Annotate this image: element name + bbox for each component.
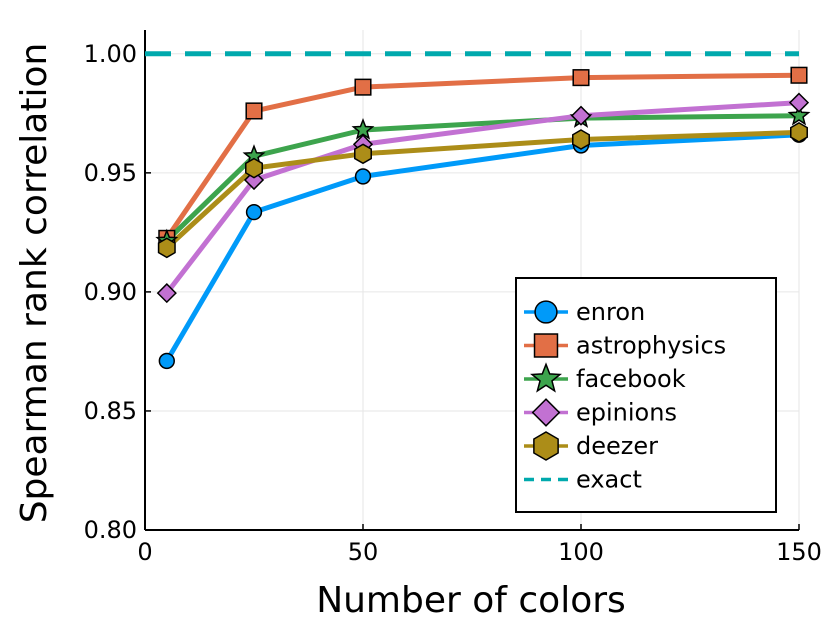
data-point-astrophysics <box>572 69 590 87</box>
series-markers <box>155 66 811 370</box>
y-tick-label: 1.00 <box>84 40 137 68</box>
x-tick-label: 100 <box>558 538 604 566</box>
data-point-enron <box>158 352 175 370</box>
data-point-astrophysics <box>354 78 372 96</box>
data-point-deezer <box>790 122 808 143</box>
data-point-deezer <box>354 143 372 165</box>
series-line-epinions <box>164 100 802 296</box>
y-tick-label: 0.95 <box>84 159 137 187</box>
legend-label-enron: enron <box>576 298 645 326</box>
y-tick-label: 0.80 <box>84 516 137 544</box>
x-axis-title: Number of colors <box>316 580 626 621</box>
legend-label-epinions: epinions <box>576 399 677 427</box>
legend-marker-deezer <box>533 431 559 461</box>
data-point-facebook <box>787 103 811 126</box>
legend: enron astrophysics facebook epinions deezer e… <box>515 277 777 513</box>
data-point-epinions <box>156 283 177 304</box>
series-line-deezer <box>164 129 802 251</box>
y-tick-label: 0.85 <box>84 397 137 425</box>
data-point-epinions <box>570 105 592 126</box>
legend-label-exact: exact <box>576 466 642 494</box>
legend-marker-epinions <box>531 398 561 427</box>
data-point-epinions <box>788 92 810 113</box>
legend-marker-enron <box>534 300 558 324</box>
legend-box <box>515 277 777 513</box>
y-axis-title: Spearman rank correlation <box>14 43 55 524</box>
data-point-enron <box>245 203 263 221</box>
x-tick-label: 0 <box>137 538 152 566</box>
data-point-enron <box>354 168 372 185</box>
axes: 0 50 100 150 0.80 0.85 0.90 0.95 1.00 <box>84 30 822 566</box>
data-point-deezer <box>245 157 263 179</box>
x-tick-label: 150 <box>776 538 822 566</box>
data-point-astrophysics <box>790 66 808 84</box>
legend-label-facebook: facebook <box>576 365 686 393</box>
legend-marker-astrophysics <box>533 333 559 358</box>
data-point-astrophysics <box>245 102 263 120</box>
x-tick-label: 50 <box>348 538 379 566</box>
data-point-deezer <box>157 237 176 259</box>
legend-label-astrophysics: astrophysics <box>576 332 726 360</box>
y-tick-label: 0.90 <box>84 278 137 306</box>
data-point-deezer <box>572 129 590 150</box>
legend-label-deezer: deezer <box>576 432 658 460</box>
legend-marker-facebook <box>530 362 562 393</box>
